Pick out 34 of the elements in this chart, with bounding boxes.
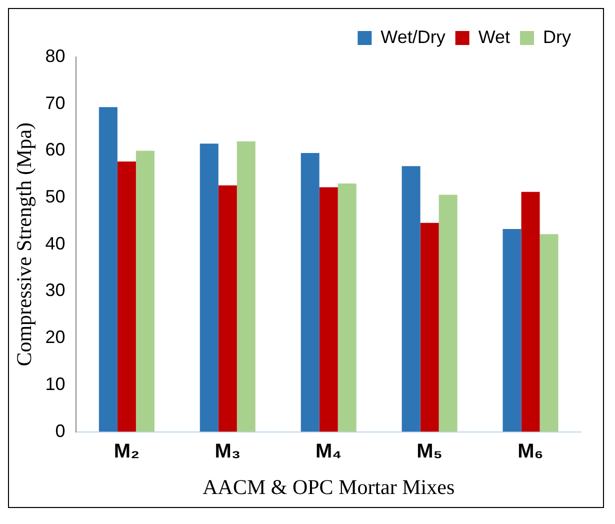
legend-label: Dry	[543, 26, 572, 47]
bar	[319, 187, 338, 432]
x-tick-label: M₆	[518, 440, 544, 462]
bar	[420, 222, 439, 432]
bar	[402, 166, 420, 432]
y-tick-label: 40	[45, 233, 66, 254]
bar	[218, 185, 237, 432]
bar	[300, 153, 320, 432]
y-tick-label: 0	[55, 420, 66, 441]
y-tick-label: 20	[45, 327, 66, 348]
legend-label: Wet/Dry	[380, 26, 446, 47]
bar	[540, 234, 558, 432]
bar	[338, 183, 356, 432]
y-tick-label: 50	[45, 186, 66, 207]
y-tick-label: 30	[45, 280, 66, 300]
x-tick-label: M₅	[416, 440, 442, 462]
x-tick-label: M₂	[114, 440, 140, 462]
bar	[502, 228, 522, 432]
y-tick-label: 80	[45, 46, 66, 66]
bar	[98, 107, 118, 432]
bar	[200, 144, 218, 432]
y-tick-label: 60	[45, 140, 66, 160]
y-tick-label: 70	[45, 92, 66, 113]
bar	[136, 150, 154, 432]
legend-label: Wet	[478, 26, 510, 47]
y-tick-label: 10	[45, 374, 66, 394]
x-tick-label: M₃	[214, 440, 241, 462]
y-axis-title: Compressive Strength (Mpa)	[12, 122, 36, 366]
bar	[438, 194, 458, 432]
x-axis-title: AACM & OPC Mortar Mixes	[202, 474, 455, 499]
bar	[521, 192, 540, 432]
bar	[236, 141, 256, 432]
bar	[117, 161, 136, 432]
x-tick-label: M₄	[316, 440, 342, 462]
